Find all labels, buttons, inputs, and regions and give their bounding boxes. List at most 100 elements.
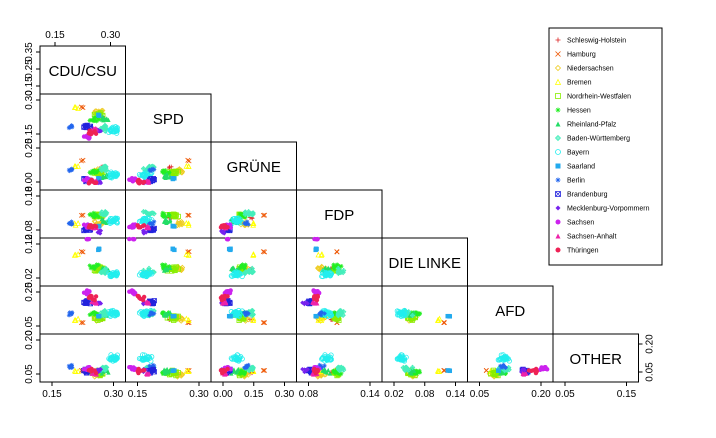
point-Bremen <box>436 315 443 322</box>
point-Rheinland-Pfalz <box>162 368 168 373</box>
point-Mecklenburg-Vorpommern <box>220 230 225 235</box>
point-Hessen <box>243 214 248 220</box>
point-Sachsen <box>131 225 136 230</box>
point-Hessen <box>161 211 167 217</box>
point-Thüringen <box>89 225 94 230</box>
tick-label-bottom: 0.05 <box>555 389 575 400</box>
point-Hamburg <box>262 320 268 326</box>
point-Hessen <box>339 263 344 269</box>
tick-label-bottom: 0.30 <box>275 389 295 400</box>
legend: Schleswig-Holstein Hamburg Niedersachsen Br… <box>548 27 663 266</box>
legend-entry: Brandenburg <box>555 191 608 199</box>
diagonal-cell-1: SPD <box>125 93 212 143</box>
tick-label-bottom: 0.05 <box>470 389 490 400</box>
tick-label-left: 0.20 <box>24 330 35 350</box>
point-Thüringen <box>221 367 226 373</box>
point-Saarland <box>170 224 175 229</box>
point-Berlin <box>68 365 74 370</box>
scatter-panel-3-0 <box>39 189 126 239</box>
point-Baden-Württemberg <box>246 211 252 218</box>
point-Hessen <box>92 312 97 317</box>
point-Berlin <box>246 362 251 368</box>
point-Saarland <box>96 176 102 181</box>
point-Saarland <box>170 176 175 181</box>
point-Hessen <box>237 371 243 376</box>
point-Saarland <box>313 314 319 319</box>
point-Bayern <box>106 172 112 179</box>
point-Hessen <box>167 213 172 218</box>
tick-label-bottom: 0.02 <box>384 389 404 400</box>
scatter-panel-5-2 <box>210 285 297 335</box>
point-Nordrhein-Westfalen <box>172 170 178 176</box>
diagonal-cell-3: FDP <box>296 189 383 239</box>
point-Hessen <box>331 264 336 270</box>
point-Hessen <box>93 264 99 269</box>
point-Thüringen <box>93 370 99 376</box>
point-Berlin <box>322 311 327 316</box>
point-Hamburg <box>186 158 192 164</box>
point-Rheinland-Pfalz <box>104 117 109 122</box>
point-Niedersachsen <box>318 372 325 379</box>
point-Berlin <box>503 365 508 370</box>
point-Hessen <box>161 171 167 176</box>
legend-label: Berlin <box>567 178 585 185</box>
point-Hessen <box>417 311 422 317</box>
panel-frame <box>39 141 126 191</box>
scatter-panel-4-2 <box>210 236 297 287</box>
point-Bremen <box>183 315 190 322</box>
tick-label-left: 0.35 <box>24 42 35 62</box>
point-Bremen <box>250 317 257 323</box>
point-Bremen <box>185 317 192 323</box>
point-Hessen <box>92 214 97 220</box>
point-Hessen <box>332 370 337 375</box>
point-Hessen <box>88 211 94 217</box>
legend-symbol <box>555 219 561 225</box>
point-Hessen <box>417 368 422 374</box>
scatter-panel-5-0 <box>39 285 126 335</box>
scatter-panel-6-4 <box>381 333 468 383</box>
point-Thüringen <box>315 294 320 300</box>
point-Bremen <box>315 316 322 323</box>
panel-frame <box>39 45 126 95</box>
tick-label-left: 0.05 <box>24 316 35 336</box>
point-Thüringen <box>89 177 94 183</box>
legend-label: Rheinland-Pfalz <box>567 122 617 129</box>
tick-label-left: 0.02 <box>24 268 35 288</box>
point-Rheinland-Pfalz <box>162 219 168 224</box>
point-Sachsen <box>225 236 231 242</box>
point-Thüringen <box>225 366 230 372</box>
point-Berlin <box>151 363 157 369</box>
point-Thüringen <box>89 131 94 136</box>
point-Mecklenburg-Vorpommern <box>222 231 227 236</box>
point-Niedersachsen <box>179 264 186 271</box>
scatter-panel-6-3 <box>296 333 383 383</box>
point-Hamburg <box>334 249 340 255</box>
panel-frame <box>381 237 468 287</box>
point-Berlin <box>501 363 506 369</box>
point-Bayern <box>142 271 148 278</box>
scatter-panel-3-1 <box>125 189 212 239</box>
point-Hamburg <box>260 320 266 326</box>
point-Hessen <box>92 116 97 122</box>
point-Hamburg <box>78 158 84 164</box>
tick-label-top: 0.15 <box>45 30 65 41</box>
point-Sachsen <box>543 366 548 371</box>
point-Sachsen <box>315 289 320 294</box>
point-Sachsen-Anhalt <box>310 300 315 305</box>
point-Bremen <box>434 317 441 323</box>
point-Bayern <box>233 272 239 278</box>
legend-label: Hessen <box>567 108 591 115</box>
point-Sachsen-Anhalt <box>92 300 98 305</box>
point-Hessen <box>410 371 416 376</box>
scatter-panel-6-1 <box>125 333 212 383</box>
legend-symbol <box>555 37 561 43</box>
point-Hamburg <box>80 249 86 255</box>
point-Bremen <box>75 105 81 112</box>
scatter-panel-3-2 <box>210 189 297 239</box>
point-Hessen <box>92 211 97 217</box>
point-Thüringen <box>312 294 317 299</box>
tick-label-left: 0.15 <box>24 124 35 144</box>
point-Hessen <box>332 266 337 272</box>
point-Rheinland-Pfalz <box>99 117 105 122</box>
point-Sachsen-Anhalt <box>222 300 227 305</box>
